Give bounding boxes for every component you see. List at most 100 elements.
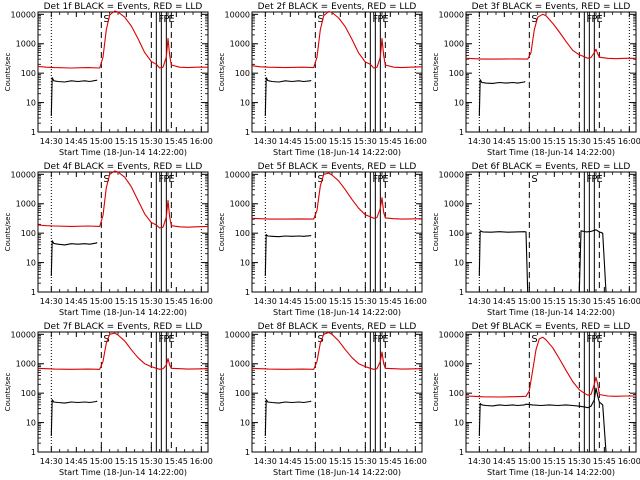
plot-frame — [465, 11, 637, 133]
y-tick-label: 100 — [449, 229, 464, 238]
x-tick-label: 15:15 — [543, 297, 566, 306]
y-axis-label: Counts/sec — [218, 373, 226, 412]
marker-letter: P — [163, 334, 169, 345]
x-tick-label: 15:15 — [543, 457, 566, 466]
x-tick-label: 15:45 — [593, 137, 616, 146]
x-tick-label: 15:30 — [568, 297, 591, 306]
x-tick-label: 14:45 — [65, 457, 88, 466]
y-tick-label: 1000 — [230, 40, 250, 49]
x-tick-label: 15:15 — [329, 297, 352, 306]
y-axis-label: Counts/sec — [4, 213, 12, 252]
x-tick-label: 15:30 — [140, 297, 163, 306]
marker-letter: P — [591, 174, 597, 185]
y-tick-label: 100 — [235, 69, 250, 78]
y-tick-label: 10000 — [225, 170, 250, 179]
marker-letter: S — [317, 14, 323, 25]
y-tick-label: 10000 — [11, 170, 36, 179]
y-tick-label: 1 — [459, 128, 464, 137]
y-axis-label: Counts/sec — [218, 53, 226, 92]
x-tick-label: 15:45 — [379, 457, 402, 466]
panel-title: Det 9f BLACK = Events, RED = LLD — [472, 322, 631, 332]
y-tick-label: 10000 — [439, 330, 464, 339]
y-tick-label: 1000 — [230, 200, 250, 209]
marker-letter: F — [586, 14, 592, 25]
marker-letter: P — [377, 334, 383, 345]
marker-letter: E — [168, 334, 174, 345]
x-tick-label: 15:00 — [518, 137, 541, 146]
x-tick-label: 15:00 — [90, 457, 113, 466]
marker-letter: F — [372, 174, 378, 185]
x-tick-label: 15:30 — [354, 137, 377, 146]
plot-frame — [251, 11, 423, 133]
x-tick-label: 15:00 — [304, 137, 327, 146]
x-tick-label: 15:45 — [165, 137, 188, 146]
x-tick-label: 15:30 — [354, 457, 377, 466]
marker-letter: P — [377, 14, 383, 25]
x-tick-label: 15:15 — [329, 457, 352, 466]
marker-letter: S — [531, 334, 537, 345]
y-tick-label: 1 — [245, 128, 250, 137]
x-tick-label: 15:30 — [140, 137, 163, 146]
marker-letter: E — [596, 334, 602, 345]
x-tick-label: 14:45 — [279, 457, 302, 466]
panel-title: Det 2f BLACK = Events, RED = LLD — [258, 2, 417, 12]
events-series-line — [50, 77, 98, 117]
y-tick-label: 1 — [31, 128, 36, 137]
y-tick-label: 100 — [235, 389, 250, 398]
x-tick-label: 16:00 — [618, 297, 640, 306]
marker-letter: S — [317, 174, 323, 185]
marker-letter: S — [103, 334, 109, 345]
y-tick-label: 100 — [235, 229, 250, 238]
x-tick-label: 15:45 — [593, 457, 616, 466]
detector-panel-5: Det 5f BLACK = Events, RED = LLD Counts/s… — [218, 162, 427, 317]
x-tick-label: 14:30 — [468, 297, 491, 306]
detector-panel-2: Det 2f BLACK = Events, RED = LLD Counts/s… — [218, 2, 427, 157]
x-tick-label: 15:15 — [329, 137, 352, 146]
x-tick-label: 15:15 — [543, 137, 566, 146]
marker-letter: P — [591, 334, 597, 345]
x-tick-label: 16:00 — [618, 137, 640, 146]
y-tick-label: 1 — [31, 288, 36, 297]
y-tick-label: 100 — [21, 69, 36, 78]
y-tick-label: 1 — [245, 448, 250, 457]
lld-series-line — [37, 10, 208, 69]
y-tick-label: 100 — [449, 69, 464, 78]
marker-letter: E — [382, 174, 388, 185]
panel-title: Det 5f BLACK = Events, RED = LLD — [258, 162, 417, 172]
y-tick-label: 10 — [454, 99, 464, 108]
x-tick-label: 15:45 — [165, 297, 188, 306]
x-axis-label: Start Time (18-Jun-14 14:22:00) — [59, 468, 187, 477]
x-axis-label: Start Time (18-Jun-14 14:22:00) — [59, 308, 187, 317]
detector-panel-6: Det 6f BLACK = Events, RED = LLD Counts/s… — [432, 162, 640, 317]
x-tick-label: 15:00 — [304, 457, 327, 466]
y-tick-label: 10 — [240, 259, 250, 268]
x-tick-label: 15:15 — [115, 137, 138, 146]
y-tick-label: 100 — [21, 229, 36, 238]
y-tick-label: 10 — [26, 99, 36, 108]
lld-series-line — [465, 336, 636, 398]
y-tick-label: 100 — [449, 389, 464, 398]
y-axis-label: Counts/sec — [218, 213, 226, 252]
detector-panel-4: Det 4f BLACK = Events, RED = LLD Counts/s… — [4, 162, 213, 317]
plot-frame — [37, 11, 209, 133]
x-tick-label: 15:00 — [518, 297, 541, 306]
x-tick-label: 14:30 — [40, 137, 63, 146]
marker-letter: E — [168, 14, 174, 25]
x-tick-label: 16:00 — [190, 457, 213, 466]
y-tick-label: 1 — [31, 448, 36, 457]
x-tick-label: 15:15 — [115, 297, 138, 306]
marker-letter: F — [586, 174, 592, 185]
y-tick-label: 1000 — [444, 40, 464, 49]
x-tick-label: 15:45 — [379, 297, 402, 306]
x-tick-label: 14:30 — [40, 297, 63, 306]
y-tick-label: 1000 — [444, 200, 464, 209]
events-series-line — [50, 240, 98, 277]
lld-series-line — [251, 331, 423, 370]
y-tick-label: 10000 — [225, 10, 250, 19]
lld-series-line — [37, 170, 209, 229]
y-tick-label: 10 — [454, 419, 464, 428]
events-series-line — [478, 79, 526, 117]
y-tick-label: 10 — [240, 419, 250, 428]
marker-letter: E — [382, 14, 388, 25]
x-axis-label: Start Time (18-Jun-14 14:22:00) — [487, 148, 615, 157]
